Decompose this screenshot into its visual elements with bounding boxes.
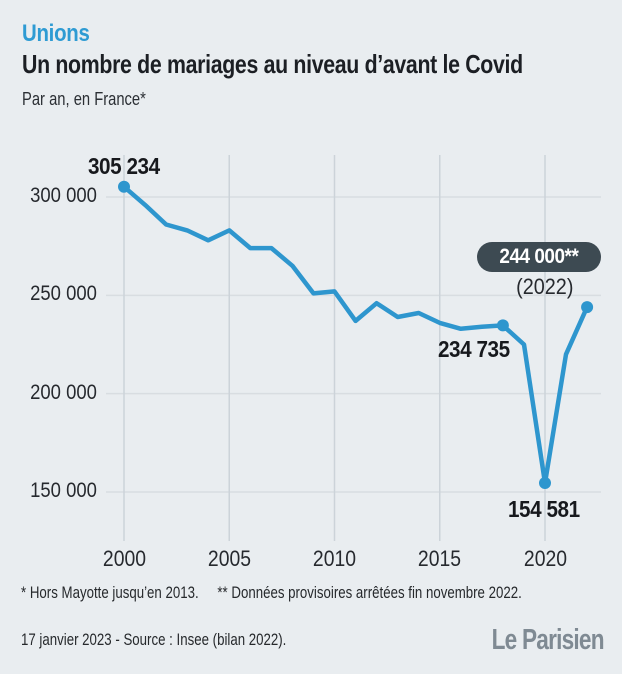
data-point-marker-2018 (496, 319, 509, 332)
x-axis-label: 2005 (207, 546, 251, 571)
latest-value-badge: 244 000** (477, 242, 601, 272)
section-kicker: Unions (22, 20, 90, 47)
source-line: 17 janvier 2023 - Source : Insee (bilan … (21, 630, 287, 649)
x-axis-label: 2020 (523, 546, 567, 571)
data-label-2018: 234 735 (438, 336, 510, 362)
chart-plot-area (106, 155, 601, 541)
marriages-line-chart: 150 000 200 000 250 000 300 000 2000 2005 201… (0, 120, 622, 575)
y-axis-label: 250 000 (30, 282, 97, 306)
footnote-double-asterisk: ** Données provisoires arrêtées fin nove… (217, 583, 522, 602)
data-point-marker-2022 (581, 301, 594, 314)
latest-value-year: (2022) (516, 274, 574, 299)
footnote-asterisk: * Hors Mayotte jusqu’en 2013. (21, 583, 199, 602)
chart-subtitle: Par an, en France* (22, 89, 146, 109)
page-title: Un nombre de mariages au niveau d’avant … (22, 49, 523, 79)
data-point-marker-2000 (118, 180, 130, 193)
data-label-2020: 154 581 (508, 496, 580, 522)
y-axis-label: 300 000 (30, 184, 97, 207)
x-axis-label: 2015 (418, 546, 462, 571)
y-axis-label: 200 000 (30, 380, 97, 404)
le-parisien-logo: Le Parisien (491, 624, 605, 656)
series-line-marriages (121, 184, 590, 486)
x-axis-label: 2000 (102, 546, 146, 571)
y-axis-label: 150 000 (30, 478, 97, 502)
data-label-2000: 305 234 (88, 153, 160, 179)
x-axis-label: 2010 (312, 546, 357, 571)
footnotes: * Hors Mayotte jusqu’en 2013. ** Données … (21, 583, 522, 603)
data-point-marker-2020 (539, 476, 551, 489)
